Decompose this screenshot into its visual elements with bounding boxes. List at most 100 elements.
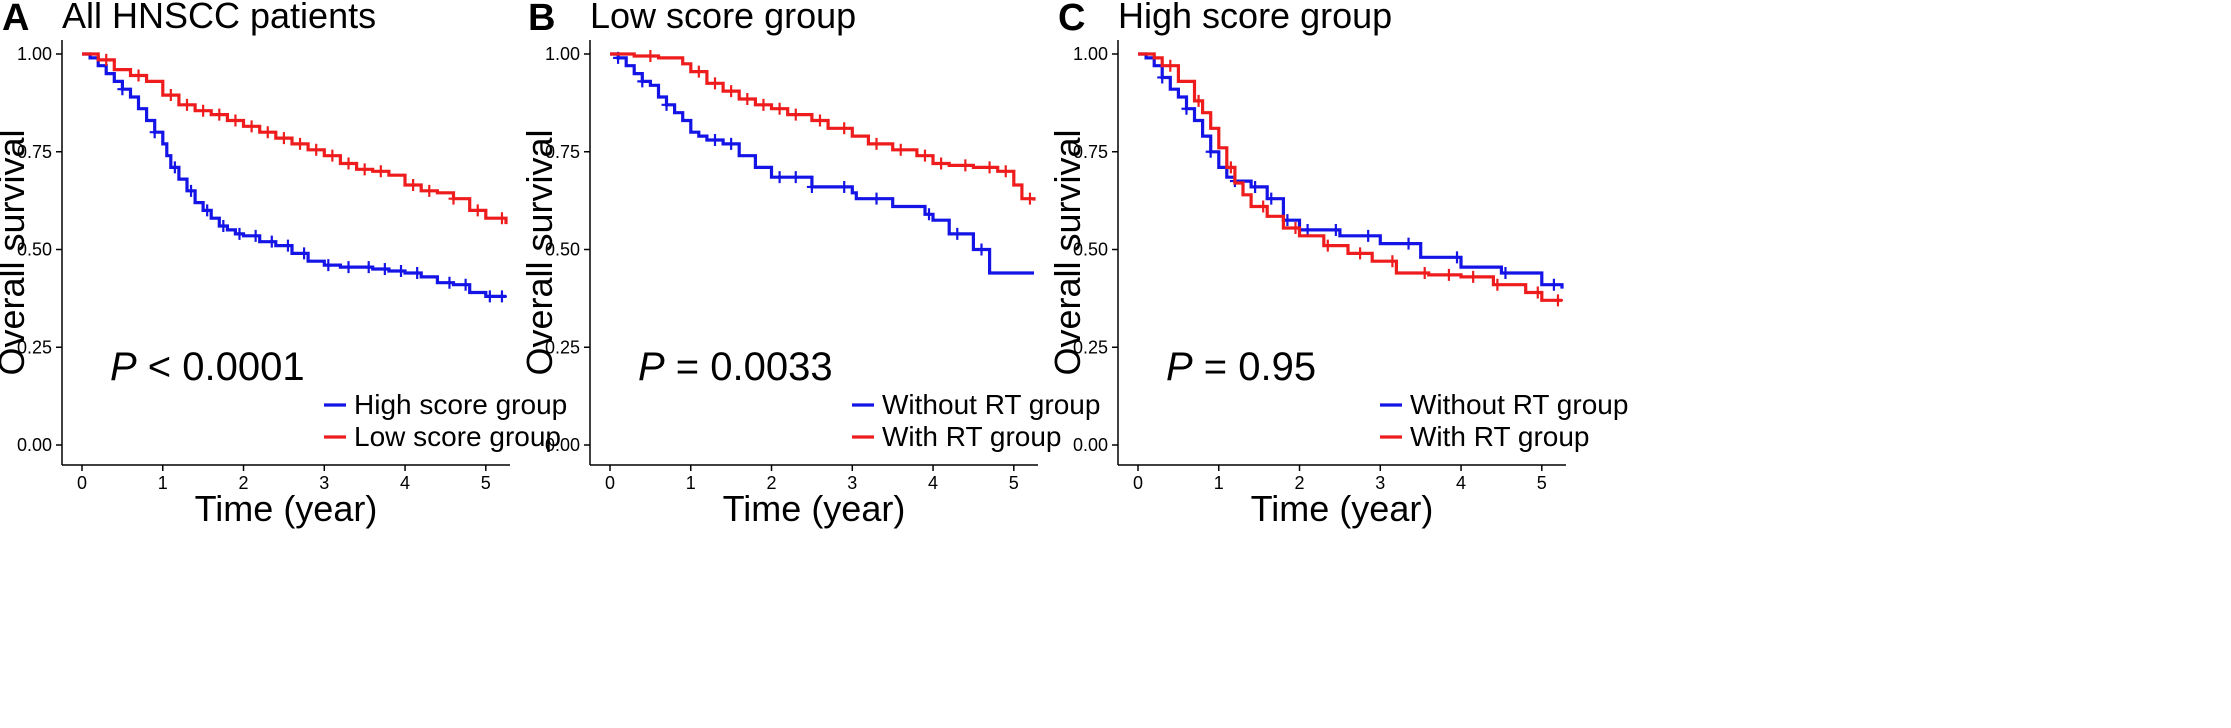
censor-mark — [693, 65, 704, 78]
x-tick-label: 3 — [1375, 473, 1385, 493]
y-tick-label: 0.25 — [1073, 337, 1108, 357]
censor-mark — [282, 239, 293, 252]
censor-mark — [424, 184, 435, 197]
censor-mark — [1302, 223, 1313, 236]
censor-mark — [1157, 71, 1168, 84]
p-value-text: = 0.0033 — [665, 345, 833, 389]
censor-mark — [871, 137, 882, 150]
censor-mark — [484, 290, 495, 303]
panel-a: A All HNSCC patients 0.00 0.25 0.50 0.75 1.00 0… — [0, 0, 567, 529]
km-series-2 — [1138, 52, 1563, 307]
km-series-1 — [1138, 52, 1564, 291]
y-tick-label: 0.75 — [1073, 142, 1108, 162]
y-tick-label: 0.00 — [1073, 435, 1108, 455]
censor-mark — [1181, 102, 1192, 115]
censor-mark — [460, 278, 471, 291]
y-tick-label: 0.75 — [17, 142, 52, 162]
x-axis-title: Time (year) — [195, 488, 378, 529]
censor-mark — [295, 137, 306, 150]
censor-mark — [169, 161, 180, 174]
x-tick-label: 2 — [767, 473, 777, 493]
censor-mark — [1452, 251, 1463, 264]
x-tick-label: 0 — [77, 473, 87, 493]
censor-mark — [758, 98, 769, 111]
censor-mark — [1403, 237, 1414, 250]
y-tick-label: 0.25 — [17, 337, 52, 357]
censor-mark — [198, 104, 209, 117]
censor-mark — [1355, 247, 1366, 260]
y-tick-label: 0.00 — [17, 435, 52, 455]
p-value-symbol: P — [1166, 345, 1193, 389]
y-axis-title: Overall survival — [1047, 129, 1088, 375]
panel-letter: C — [1058, 0, 1085, 39]
censor-mark — [814, 114, 825, 127]
censor-mark — [726, 85, 737, 98]
x-tick-label: 4 — [1456, 473, 1466, 493]
p-value: P = 0.95 — [1166, 345, 1316, 389]
censor-mark — [1532, 286, 1543, 299]
x-tick-label: 4 — [928, 473, 938, 493]
censor-mark — [1552, 294, 1563, 307]
panel-title: Low score group — [590, 0, 856, 36]
x-axis-title: Time (year) — [723, 488, 906, 529]
y-tick-label: 0.50 — [17, 240, 52, 260]
survival-curve — [82, 52, 506, 298]
censor-mark — [278, 132, 289, 145]
censor-mark — [1250, 180, 1261, 193]
censor-mark — [1258, 200, 1269, 213]
y-tick-label: 0.50 — [545, 240, 580, 260]
censor-mark — [1193, 94, 1204, 107]
censor-mark — [1548, 278, 1559, 291]
legend-label: With RT group — [882, 421, 1061, 452]
censor-mark — [790, 171, 801, 184]
y-tick-label: 0.75 — [545, 142, 580, 162]
p-value-symbol: P — [638, 345, 665, 389]
censor-mark — [343, 157, 354, 170]
panel-letter: B — [528, 0, 555, 39]
censor-mark — [790, 108, 801, 121]
censor-mark — [1363, 229, 1374, 242]
censor-mark — [101, 53, 112, 66]
panel-letter: A — [2, 0, 29, 39]
censor-mark — [960, 159, 971, 172]
censor-mark — [919, 149, 930, 162]
survival-curve — [610, 52, 1036, 201]
legend-label: High score group — [354, 389, 567, 420]
censor-mark — [637, 75, 648, 88]
panel-b: B Low score group 0.00 0.25 0.50 0.75 1.00 0 1 2 3… — [519, 0, 1100, 529]
x-tick-label: 5 — [1537, 473, 1547, 493]
km-series-2 — [82, 52, 508, 225]
censor-mark — [472, 204, 483, 217]
y-tick-label: 1.00 — [545, 44, 580, 64]
censor-mark — [709, 134, 720, 147]
censor-mark — [1419, 266, 1430, 279]
legend-label: Without RT group — [882, 389, 1100, 420]
censor-mark — [1165, 59, 1176, 72]
y-axis-title: Overall survival — [519, 129, 560, 375]
survival-curve — [610, 52, 1034, 275]
panel-title: High score group — [1118, 0, 1392, 36]
x-tick-label: 5 — [1009, 473, 1019, 493]
censor-mark — [266, 235, 277, 248]
x-tick-label: 0 — [605, 473, 615, 493]
censor-mark — [839, 180, 850, 193]
censor-mark — [1330, 223, 1341, 236]
y-tick-label: 1.00 — [17, 44, 52, 64]
x-tick-label: 3 — [319, 473, 329, 493]
censor-mark — [1225, 161, 1236, 174]
censor-mark — [1492, 278, 1503, 291]
censor-mark — [359, 163, 370, 176]
censor-mark — [202, 204, 213, 217]
censor-mark — [1290, 221, 1301, 234]
x-tick-label: 5 — [481, 473, 491, 493]
censor-mark — [375, 165, 386, 178]
p-value: P < 0.0001 — [110, 345, 305, 389]
censor-mark — [1266, 192, 1277, 205]
censor-mark — [924, 208, 935, 221]
censor-mark — [1468, 270, 1479, 283]
km-series-1 — [82, 52, 507, 303]
p-value-text: < 0.0001 — [137, 345, 305, 389]
x-tick-label: 2 — [1295, 473, 1305, 493]
